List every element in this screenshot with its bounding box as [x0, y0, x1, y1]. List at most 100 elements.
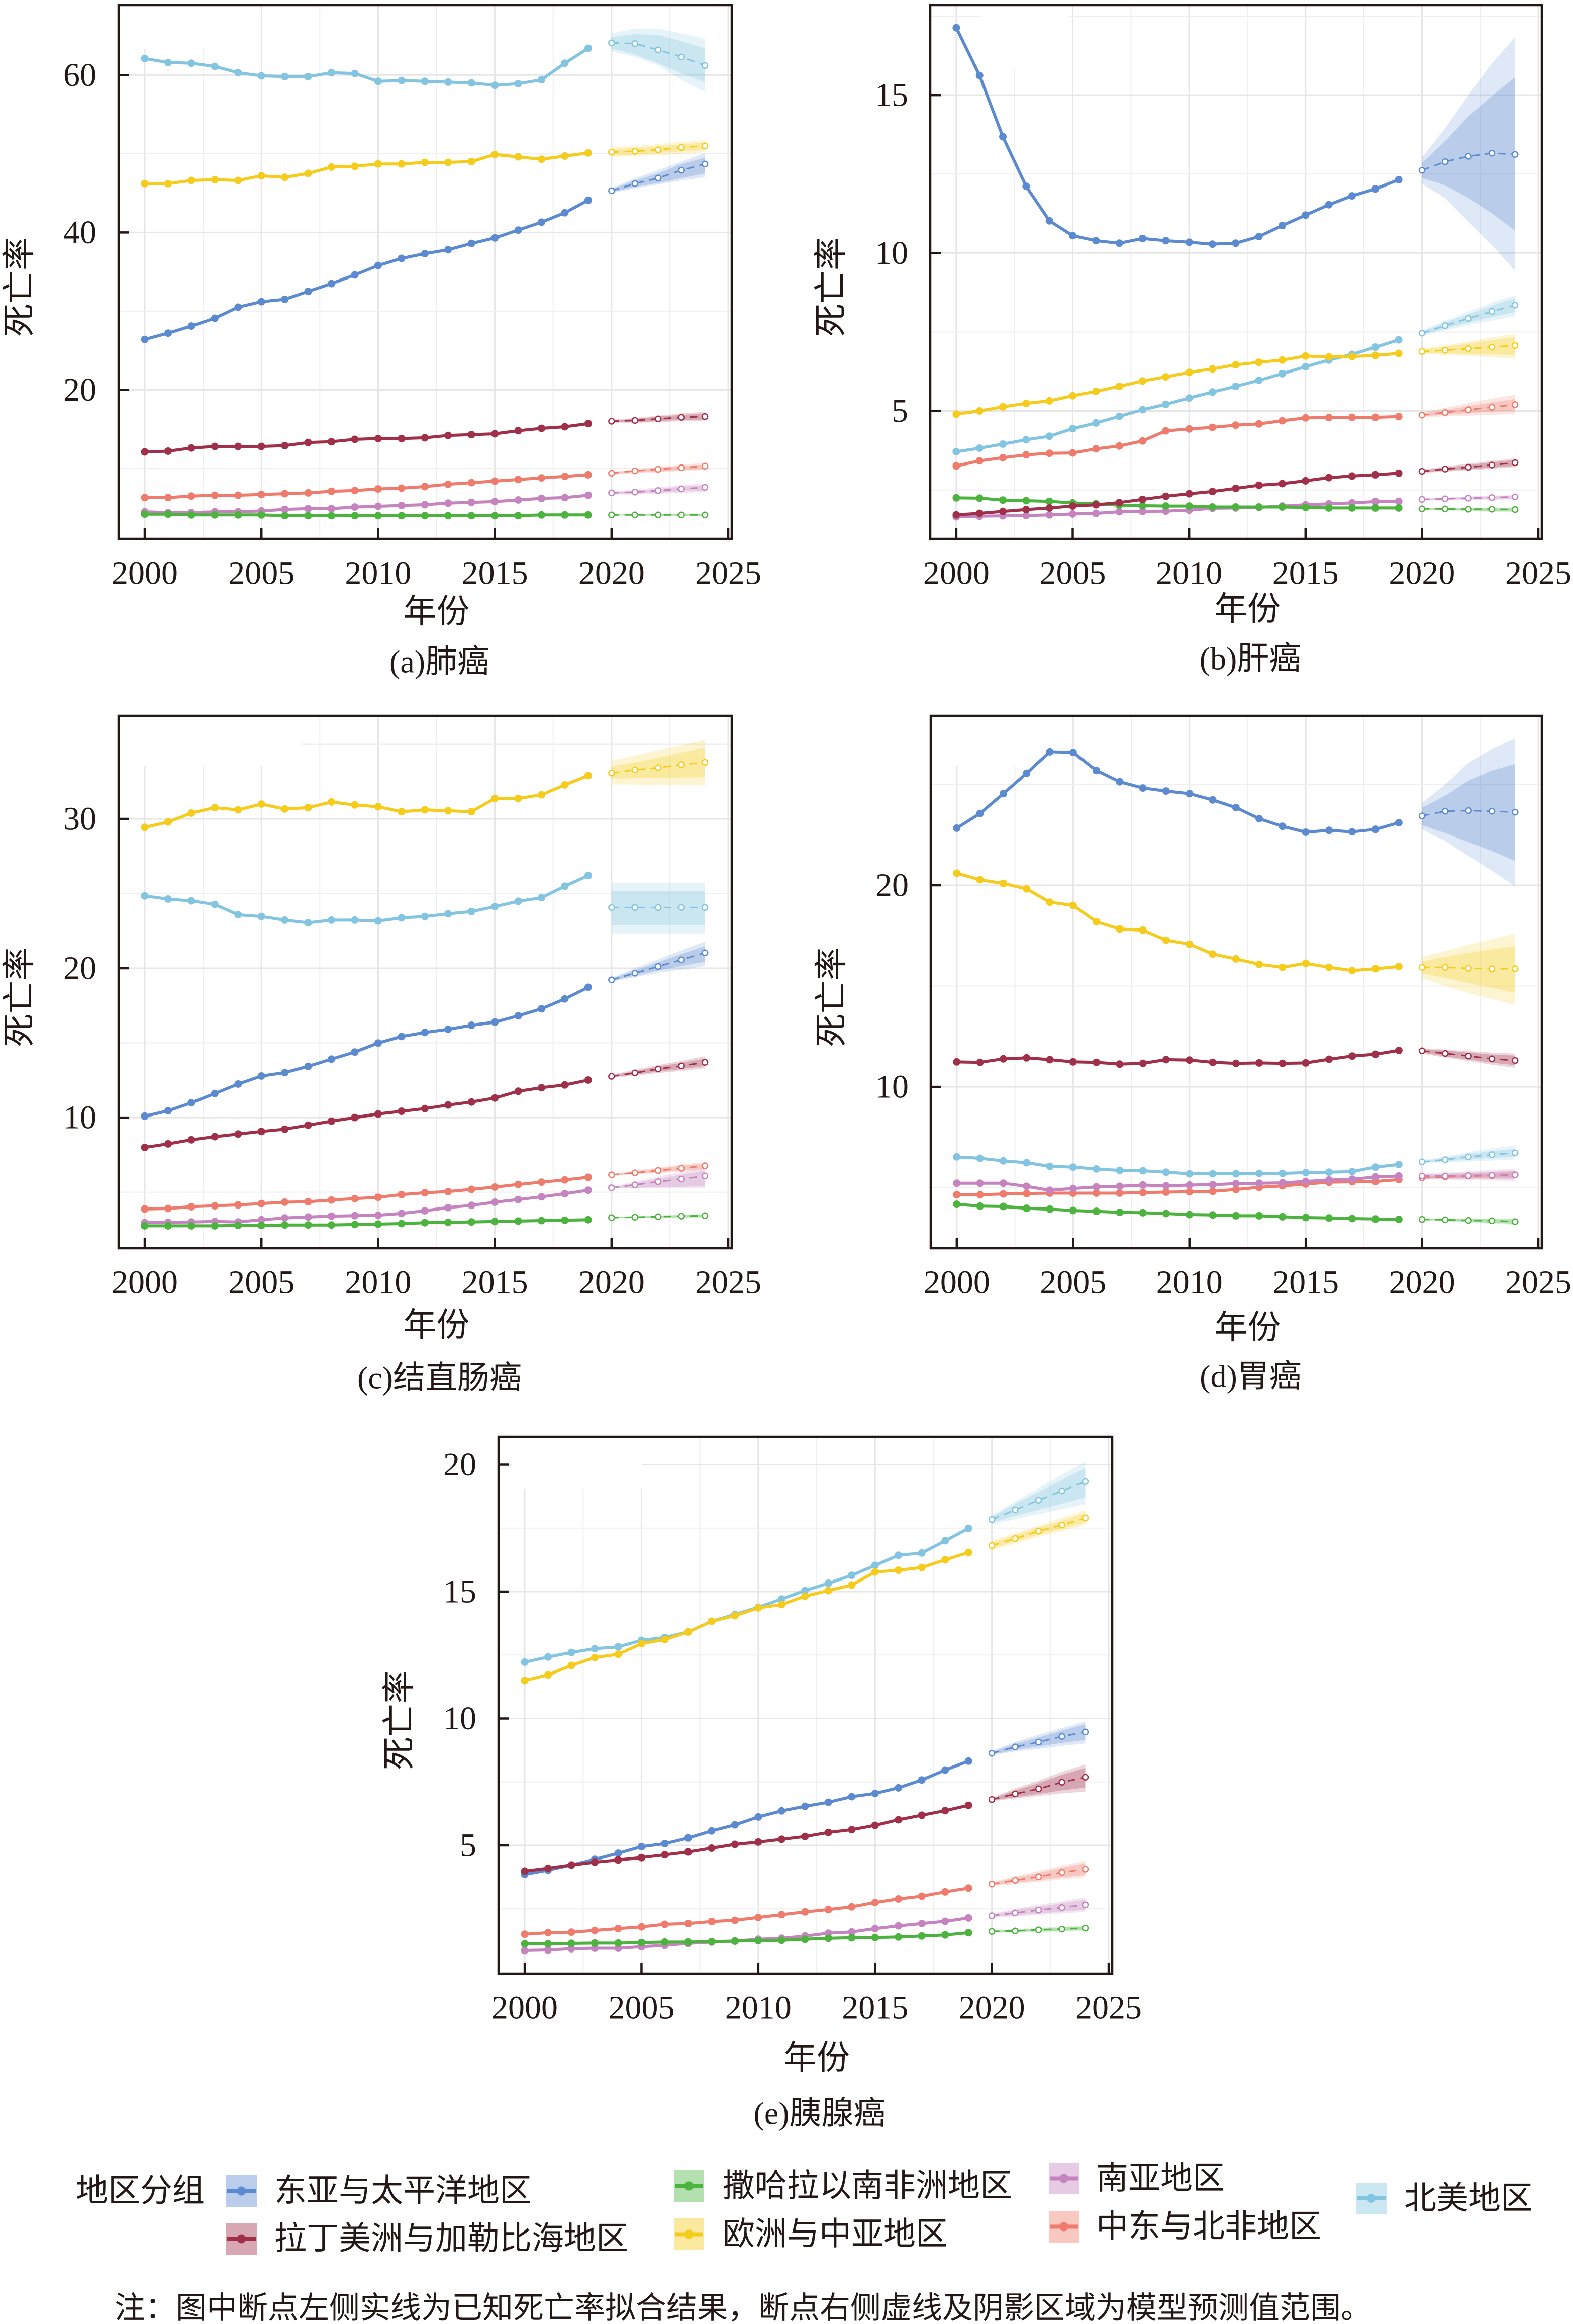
forecast-point [654, 1065, 662, 1073]
fitted-point [234, 1222, 242, 1230]
forecast-point [1488, 461, 1496, 469]
fitted-point [538, 474, 545, 482]
fitted-point [234, 442, 242, 450]
fitted-point [964, 1914, 972, 1922]
fitted-point [1395, 469, 1403, 477]
fitted-point [514, 1087, 522, 1095]
x-tick-label: 2000 [491, 1990, 558, 2026]
fitted-point [895, 1566, 903, 1574]
fitted-point [281, 505, 289, 513]
fitted-point [281, 442, 289, 449]
forecast-point [654, 174, 662, 182]
fitted-point [591, 1939, 599, 1947]
fitted-point [1348, 192, 1356, 200]
fitted-point [164, 329, 172, 337]
fitted-point [234, 303, 242, 311]
fitted-point [941, 1888, 949, 1896]
forecast-point [1465, 1217, 1472, 1224]
fitted-point [374, 512, 382, 520]
forecast-point [1082, 1866, 1089, 1873]
fitted-point [538, 511, 545, 519]
forecast-point [1488, 404, 1496, 411]
fitted-line [143, 473, 590, 499]
fitted-point [1255, 960, 1263, 968]
forecast-band-outer-europe_central_asia [611, 740, 705, 786]
forecast-point [1012, 1877, 1019, 1884]
forecast-point [631, 1069, 639, 1077]
fitted-point [1093, 1189, 1101, 1197]
fitted-point [1046, 1056, 1054, 1064]
fitted-point [1069, 1184, 1077, 1192]
fitted-point [591, 1926, 599, 1934]
series-middle_east_north_africa [952, 401, 1519, 470]
fitted-point [538, 1084, 545, 1092]
fitted-point [1116, 1166, 1124, 1174]
forecast-point [1512, 965, 1519, 972]
fitted-point [1185, 490, 1193, 498]
forecast-point [988, 1796, 996, 1803]
fitted-point [187, 1136, 195, 1144]
fitted-point [1069, 510, 1076, 518]
forecast-point [701, 62, 709, 69]
fitted-point [211, 491, 219, 499]
forecast-point [1441, 347, 1449, 354]
legend-marker-icon [237, 2234, 246, 2244]
fitted-point [1209, 796, 1217, 804]
fitted-point [1093, 1165, 1101, 1173]
x-tick-label: 2000 [112, 1264, 178, 1301]
fitted-point [1162, 373, 1170, 381]
fitted-point [1325, 1176, 1333, 1184]
fitted-point [1395, 819, 1403, 827]
legend-placeholder-blank [119, 717, 302, 766]
fitted-point [1139, 234, 1146, 242]
fitted-point [141, 510, 149, 518]
fitted-point [953, 824, 961, 832]
forecast-point [678, 956, 685, 963]
fitted-point [1162, 1210, 1170, 1218]
fitted-point [964, 1757, 972, 1765]
x-tick-label: 2015 [462, 1264, 528, 1301]
fitted-point [1022, 512, 1030, 519]
fitted-point [1255, 1059, 1263, 1067]
forecast-point [608, 1171, 615, 1178]
fitted-point [848, 1793, 856, 1801]
fitted-point [1209, 1187, 1217, 1195]
fitted-point [304, 1198, 312, 1206]
series-north_america [141, 39, 709, 89]
forecast-point [1441, 322, 1449, 329]
forecast-point [654, 1167, 662, 1174]
fitted-point [824, 1828, 832, 1836]
fitted-point [521, 1677, 529, 1685]
fitted-point [444, 512, 452, 520]
fitted-point [1139, 406, 1146, 414]
x-tick-label: 2005 [608, 1990, 674, 2026]
fitted-point [211, 1133, 219, 1141]
fitted-point [976, 809, 984, 817]
fitted-point [1116, 1209, 1124, 1217]
fitted-point [584, 1173, 592, 1181]
forecast-point [701, 1059, 709, 1066]
fitted-line [954, 496, 1401, 510]
fitted-point [684, 1938, 692, 1946]
fitted-point [1186, 1211, 1194, 1219]
x-tick-label: 2015 [842, 1990, 908, 2026]
forecast-line [611, 487, 705, 494]
fitted-point [398, 1190, 406, 1198]
fitted-line [954, 472, 1401, 517]
forecast-point [1058, 1733, 1065, 1740]
forecast-point [631, 1214, 639, 1221]
fitted-point [777, 1835, 785, 1843]
forecast-point [701, 462, 709, 470]
fitted-point [421, 1189, 429, 1197]
fitted-point [491, 1183, 499, 1191]
fitted-point [1371, 185, 1380, 193]
forecast-point [1441, 505, 1449, 513]
fitted-point [871, 1790, 879, 1797]
fitted-point [567, 1648, 575, 1656]
legend-placeholder-blank [931, 717, 1056, 766]
fitted-point [1162, 400, 1170, 408]
fitted-point [941, 1537, 949, 1545]
forecast-point [678, 511, 685, 519]
forecast-point [678, 1062, 685, 1070]
fitted-point [1093, 767, 1101, 775]
